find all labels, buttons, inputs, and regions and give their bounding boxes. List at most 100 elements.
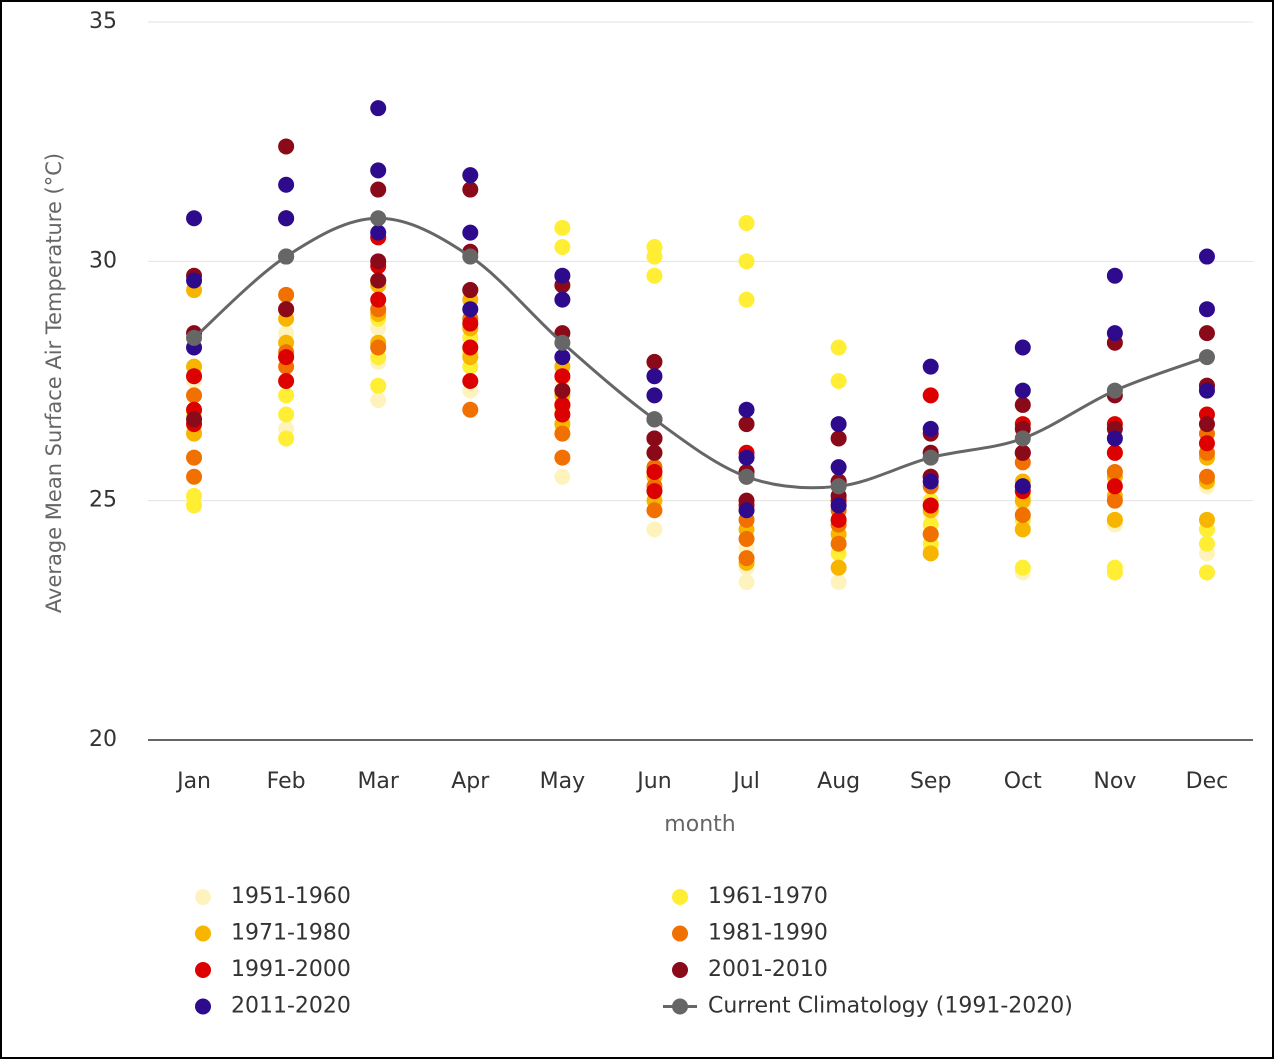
point [370, 291, 387, 308]
point [1014, 382, 1031, 399]
point [738, 502, 755, 519]
point [1014, 478, 1031, 495]
point [830, 559, 847, 576]
point [1198, 325, 1215, 342]
point [554, 382, 571, 399]
point [646, 521, 663, 538]
point [1014, 396, 1031, 413]
point [646, 502, 663, 519]
y-tick-label: 20 [89, 727, 117, 752]
x-tick-label: Oct [1004, 769, 1042, 794]
point [370, 339, 387, 356]
climatology-point [278, 248, 295, 265]
climatology-point [1106, 382, 1123, 399]
point [186, 272, 203, 289]
point [186, 387, 203, 404]
point [370, 253, 387, 270]
point [1106, 325, 1123, 342]
point [830, 339, 847, 356]
point [646, 267, 663, 284]
point [462, 282, 479, 299]
x-tick-label: Aug [817, 769, 860, 794]
point [738, 401, 755, 418]
legend-marker [195, 889, 211, 905]
point [1106, 478, 1123, 495]
legend-marker [672, 889, 688, 905]
climatology-point [922, 449, 939, 466]
x-tick-label: Mar [357, 769, 399, 794]
point [1014, 521, 1031, 538]
point [1198, 416, 1215, 433]
climatology-point [370, 210, 387, 227]
point [278, 406, 295, 423]
point [370, 224, 387, 241]
point [554, 219, 571, 236]
point [1198, 301, 1215, 318]
point [738, 574, 755, 591]
point [554, 449, 571, 466]
point [922, 387, 939, 404]
x-tick-label: Apr [451, 769, 490, 794]
x-tick-label: Jul [731, 769, 760, 794]
point [646, 430, 663, 447]
point [462, 301, 479, 318]
point [462, 167, 479, 184]
point [370, 392, 387, 409]
point [370, 377, 387, 394]
point [554, 468, 571, 485]
legend-marker [672, 998, 688, 1015]
legend-marker [195, 962, 211, 978]
point [1014, 559, 1031, 576]
point [922, 497, 939, 514]
point [830, 535, 847, 552]
point [186, 449, 203, 466]
x-tick-label: May [540, 769, 585, 794]
x-tick-label: Dec [1186, 769, 1229, 794]
point [738, 253, 755, 270]
climatology-point [738, 468, 755, 485]
climatology-line [193, 216, 1208, 490]
legend-label: 1981-1990 [708, 921, 828, 946]
point [1014, 444, 1031, 461]
point [922, 473, 939, 490]
point [830, 430, 847, 447]
legend-label: 1961-1970 [708, 884, 828, 909]
climatology-point [462, 248, 479, 265]
point [646, 444, 663, 461]
legend-label: 2001-2010 [708, 957, 828, 982]
legend-label: Current Climatology (1991-2020) [708, 994, 1073, 1019]
point [830, 416, 847, 433]
legend-label: 1971-1980 [231, 921, 351, 946]
point [738, 291, 755, 308]
point [922, 358, 939, 375]
y-axis-label: Average Mean Surface Air Temperature (°C… [42, 153, 66, 613]
legend-label: 2011-2020 [231, 994, 351, 1019]
legend-label: 1951-1960 [231, 884, 351, 909]
point [462, 373, 479, 389]
point [462, 339, 479, 356]
point [186, 468, 203, 485]
point [278, 210, 295, 227]
x-tick-label: Sep [910, 769, 951, 794]
point [370, 162, 387, 179]
point [830, 511, 847, 528]
point [738, 550, 755, 567]
point [646, 387, 663, 404]
point [1198, 535, 1215, 552]
point [278, 301, 295, 318]
point [922, 545, 939, 562]
point [646, 368, 663, 385]
y-tick-label: 30 [89, 248, 117, 273]
point [186, 487, 203, 504]
point [462, 401, 479, 418]
point [738, 416, 755, 433]
x-tick-label: Jun [635, 769, 671, 794]
point [1106, 492, 1123, 509]
point [370, 100, 387, 117]
point [278, 349, 295, 366]
point [278, 373, 295, 389]
point [186, 368, 203, 385]
x-axis-label: month [664, 812, 735, 837]
legend-marker [672, 925, 688, 942]
